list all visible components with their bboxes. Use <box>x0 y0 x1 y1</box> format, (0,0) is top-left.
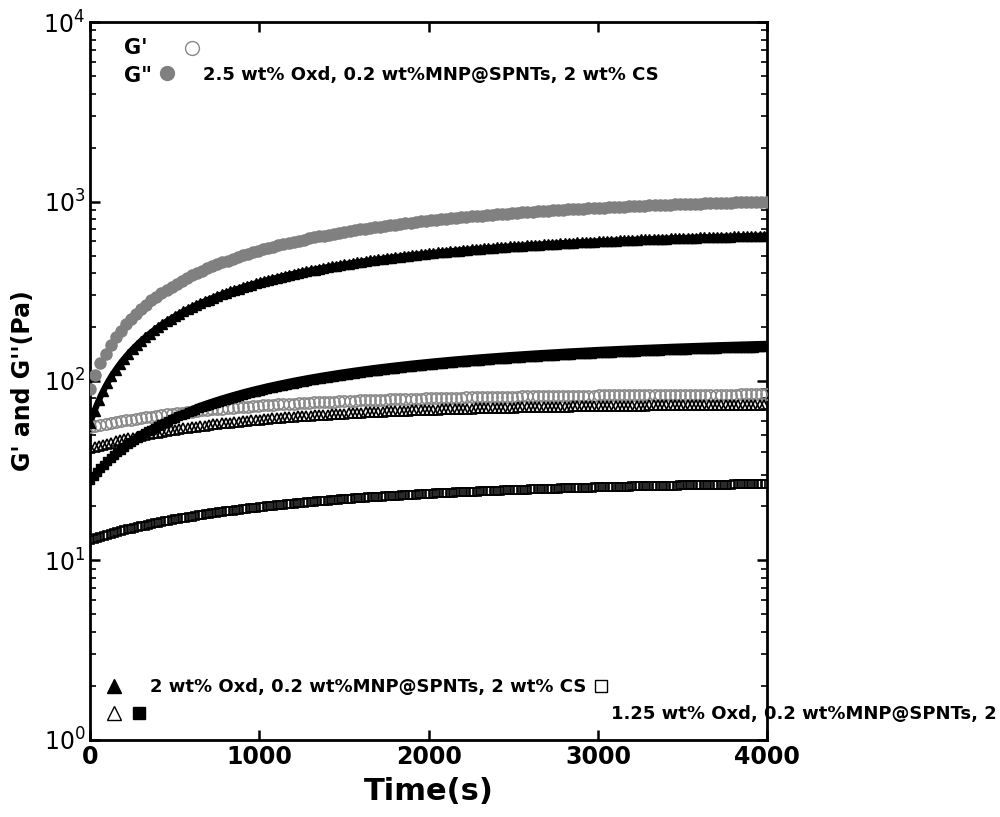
Legend: , , 2 wt% Oxd, 0.2 wt%MNP@SPNTs, 2 wt% CS, , , 1.25 wt% Oxd, 0.2 wt%MNP@SPNTs, 2: , , 2 wt% Oxd, 0.2 wt%MNP@SPNTs, 2 wt% C… <box>99 672 1000 730</box>
X-axis label: Time(s): Time(s) <box>364 777 494 806</box>
Y-axis label: G' and G''(Pa): G' and G''(Pa) <box>11 291 35 471</box>
